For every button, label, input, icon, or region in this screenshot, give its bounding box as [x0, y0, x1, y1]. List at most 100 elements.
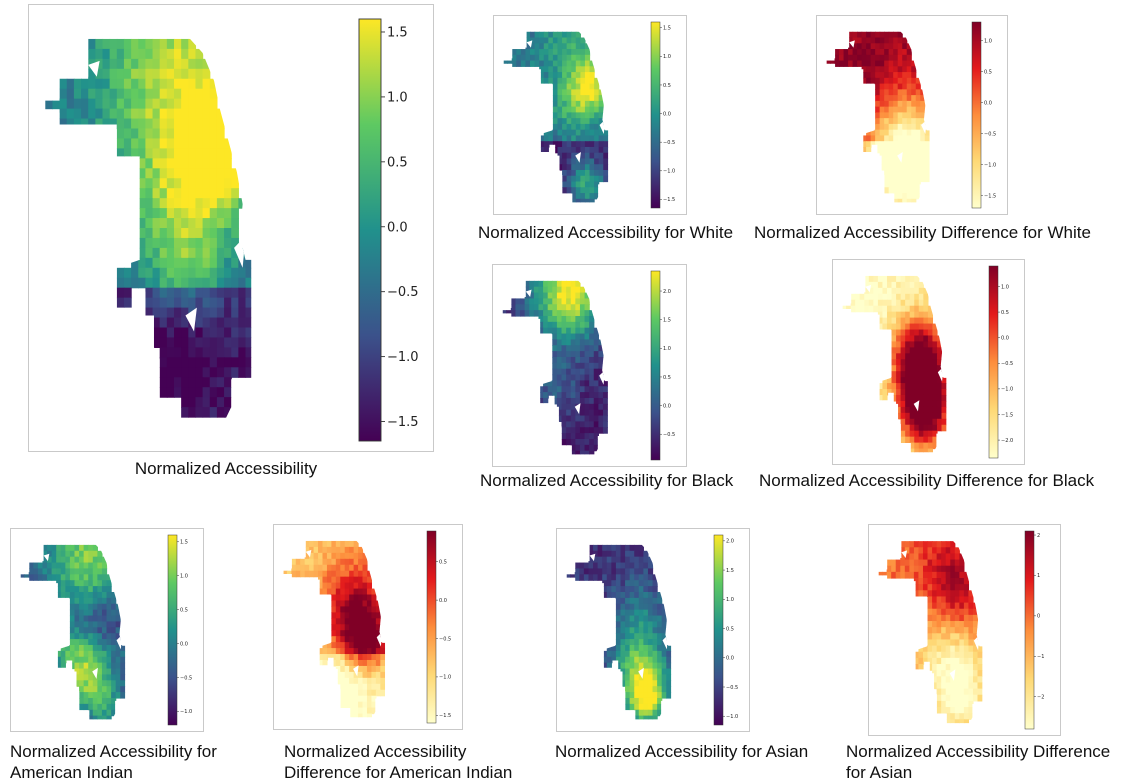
- colorbar: [426, 530, 437, 724]
- map-tract-cells: [503, 31, 609, 203]
- colorbar-tick-label: 0.0: [180, 641, 188, 647]
- colorbar-tick-label: 1.5: [726, 568, 734, 574]
- colorbar-tick-label: 0.0: [984, 100, 992, 106]
- colorbar-tick-label: −0.5: [1001, 361, 1013, 367]
- map-tract-cells: [566, 544, 672, 720]
- colorbar-tick-label: −0.5: [726, 685, 738, 691]
- map-american-indian-difference: 0.5 0.0 −0.5 −1.0 −1.5: [283, 530, 451, 724]
- caption-white: Normalized Accessibility for White: [478, 223, 734, 242]
- colorbar-tick-label: 1.0: [726, 597, 734, 603]
- map-tract-cells: [20, 544, 126, 720]
- caption-american-indian-line-2: American Indian: [10, 763, 133, 782]
- colorbar-tick-label: 1.0: [180, 574, 188, 580]
- colorbar-tick-label: −2: [1037, 694, 1044, 700]
- caption-black: Normalized Accessibility for Black: [480, 471, 734, 490]
- colorbar-tick-label: 1.5: [180, 540, 188, 546]
- colorbar-tick-label: 0.0: [663, 111, 671, 117]
- colorbar-tick-label: −1.0: [663, 169, 675, 175]
- map-tract-cells: [45, 38, 252, 418]
- colorbar: [167, 534, 178, 726]
- colorbar-tick-label: 0.0: [726, 656, 734, 662]
- map-white-difference: 1.0 0.5 0.0 −0.5 −1.0 −1.5: [826, 21, 996, 209]
- colorbar-tick-label: −1.5: [984, 193, 996, 199]
- map-black-difference: 1.0 0.5 0.0 −0.5 −1.0 −1.5 −2.0: [842, 265, 1013, 459]
- colorbar-tick-label: −0.5: [663, 140, 675, 146]
- colorbar-tick-label: 0.5: [439, 560, 447, 566]
- panel-asian-diff: 2 1 0 −1 −2: [868, 524, 1061, 736]
- colorbar-tick-label: 0: [1037, 614, 1040, 620]
- colorbar-tick-label: 2.0: [663, 289, 671, 295]
- colorbar-tick-label: 0.0: [439, 598, 447, 604]
- colorbar-tick-label: 1.0: [663, 54, 671, 60]
- colorbar-tick-label: −1.5: [663, 197, 675, 203]
- map-normalized-accessibility: 1.5 1.0 0.5 0.0 −0.5 −1.0 −1.5: [45, 18, 419, 442]
- colorbar: [713, 534, 724, 726]
- colorbar-tick-label: −0.5: [387, 285, 419, 300]
- map-white: 1.5 1.0 0.5 0.0 −0.5 −1.0 −1.5: [503, 21, 675, 209]
- panel-asian: 2.0 1.5 1.0 0.5 0.0 −0.5 −1.0: [556, 528, 750, 732]
- caption-white-diff: Normalized Accessibility Difference for …: [754, 223, 1091, 242]
- caption-american-indian-diff-line-2: Difference for American Indian: [284, 763, 513, 782]
- colorbar: [971, 21, 982, 209]
- colorbar-tick-label: 0.5: [726, 626, 734, 632]
- colorbar: [650, 21, 661, 209]
- colorbar-tick-label: −1.5: [439, 713, 451, 719]
- map-tract-cells: [502, 280, 608, 455]
- map-tract-cells: [878, 541, 983, 724]
- map-asian: 2.0 1.5 1.0 0.5 0.0 −0.5 −1.0: [566, 534, 738, 726]
- colorbar-tick-label: −0.5: [180, 675, 192, 681]
- caption-asian: Normalized Accessibility for Asian: [555, 742, 809, 761]
- caption-american-indian-diff-line-1: Normalized Accessibility: [284, 742, 467, 761]
- caption-american-indian-diff: Normalized Accessibility Difference for …: [284, 741, 512, 783]
- colorbar-tick-label: −1: [1037, 654, 1044, 660]
- map-tract-cells: [842, 275, 947, 453]
- colorbar-tick-label: 1.5: [387, 25, 408, 40]
- colorbar-tick-label: 1.0: [663, 346, 671, 352]
- map-black: 2.0 1.5 1.0 0.5 0.0 −0.5: [502, 270, 675, 461]
- colorbar-tick-label: 1.5: [663, 26, 671, 32]
- colorbar-tick-label: −2.0: [1001, 438, 1013, 444]
- panel-white: 1.5 1.0 0.5 0.0 −0.5 −1.0 −1.5: [493, 15, 687, 215]
- colorbar-tick-label: −0.5: [663, 432, 675, 438]
- panel-american-indian-diff: 0.5 0.0 −0.5 −1.0 −1.5: [273, 524, 463, 730]
- panel-black: 2.0 1.5 1.0 0.5 0.0 −0.5: [492, 264, 687, 467]
- colorbar: [988, 265, 999, 459]
- colorbar-tick-label: 0.5: [663, 83, 671, 89]
- panel-main: 1.5 1.0 0.5 0.0 −0.5 −1.0 −1.5: [28, 4, 434, 452]
- colorbar-tick-label: 2.0: [726, 539, 734, 545]
- colorbar-tick-label: −1.0: [439, 675, 451, 681]
- colorbar-tick-label: 0.5: [387, 155, 408, 170]
- colorbar-tick-label: −1.0: [1001, 387, 1013, 393]
- map-tract-cells: [283, 540, 386, 718]
- map-tract-cells: [826, 31, 930, 203]
- colorbar-tick-label: 2: [1037, 533, 1040, 539]
- colorbar-tick-label: 0.0: [663, 403, 671, 409]
- colorbar-tick-label: 0.0: [1001, 335, 1009, 341]
- colorbar-tick-label: 1.0: [1001, 284, 1009, 290]
- caption-american-indian: Normalized Accessibility for American In…: [10, 741, 217, 783]
- map-asian-difference: 2 1 0 −1 −2: [878, 530, 1044, 730]
- colorbar-tick-label: 0.5: [180, 607, 188, 613]
- colorbar-tick-label: 1: [1037, 573, 1040, 579]
- caption-asian-diff-line-2: for Asian: [846, 763, 913, 782]
- colorbar-tick-label: 0.0: [387, 220, 408, 235]
- colorbar-tick-label: 1.5: [663, 317, 671, 323]
- colorbar-tick-label: 0.5: [984, 69, 992, 75]
- colorbar-tick-label: −1.5: [387, 415, 419, 430]
- colorbar: [650, 270, 661, 461]
- colorbar-tick-label: −0.5: [984, 131, 996, 137]
- colorbar-tick-label: 0.5: [1001, 310, 1009, 316]
- colorbar-tick-label: −1.0: [726, 714, 738, 720]
- caption-american-indian-line-1: Normalized Accessibility for: [10, 742, 217, 761]
- panel-white-diff: 1.0 0.5 0.0 −0.5 −1.0 −1.5: [816, 15, 1008, 215]
- caption-main: Normalized Accessibility: [134, 459, 318, 478]
- colorbar: [1024, 530, 1035, 730]
- colorbar-tick-label: −1.0: [180, 709, 192, 715]
- caption-black-diff: Normalized Accessibility Difference for …: [759, 471, 1095, 490]
- colorbar-tick-label: 0.5: [663, 375, 671, 381]
- caption-asian-diff: Normalized Accessibility Difference for …: [846, 741, 1110, 783]
- colorbar: [358, 18, 382, 442]
- panel-black-diff: 1.0 0.5 0.0 −0.5 −1.0 −1.5 −2.0: [832, 259, 1025, 465]
- colorbar-tick-label: −1.0: [984, 162, 996, 168]
- panel-american-indian: 1.5 1.0 0.5 0.0 −0.5 −1.0: [10, 528, 204, 732]
